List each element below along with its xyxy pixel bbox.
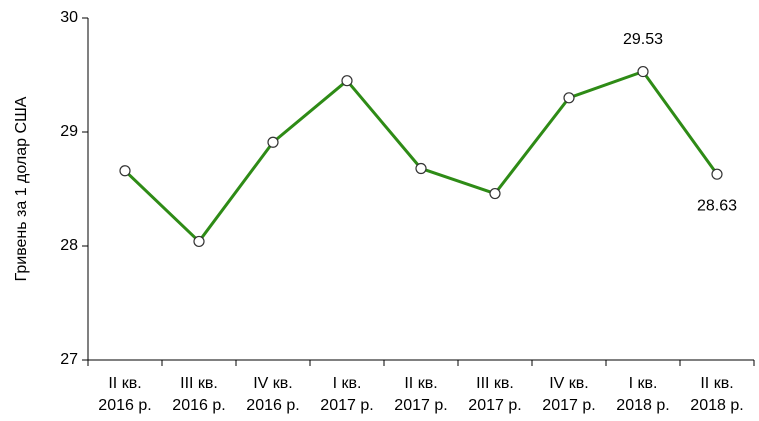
x-tick-line: II кв.	[700, 375, 733, 392]
x-tick-line: 2016 р.	[246, 397, 299, 414]
x-tick-line: 2017 р.	[542, 397, 595, 414]
x-tick-label: III кв. 2016 р.	[172, 375, 225, 414]
x-tick-line: 2017 р.	[320, 397, 373, 414]
data-label: 28.63	[697, 197, 737, 214]
y-axis-label: Гривень за 1 долар США	[13, 96, 30, 281]
marker	[415, 162, 427, 175]
data-label: 29.53	[623, 31, 663, 48]
x-tick-label: I кв. 2018 р.	[616, 375, 669, 414]
x-tick-label: III кв. 2017 р.	[468, 375, 521, 414]
x-tick-label: IV кв. 2016 р.	[246, 375, 299, 414]
y-tick-label: 27	[60, 351, 78, 368]
marker	[489, 187, 501, 200]
marker	[711, 168, 723, 180]
x-tick-line: I кв.	[333, 375, 362, 392]
x-tick-line: IV кв.	[549, 375, 589, 392]
y-tick-label: 28	[60, 237, 78, 254]
x-tick-line: IV кв.	[253, 375, 293, 392]
x-tick-line: 2016 р.	[172, 397, 225, 414]
x-tick-line: 2018 р.	[616, 397, 669, 414]
x-tick-line: II кв.	[108, 375, 141, 392]
marker	[267, 136, 279, 148]
x-tick-line: 2018 р.	[690, 397, 743, 414]
marker	[119, 165, 131, 177]
x-tick-line: III кв.	[180, 375, 218, 392]
x-tick-line: 2017 р.	[394, 397, 447, 414]
x-tick-label: II кв. 2018 р.	[690, 375, 743, 414]
x-tick-line: 2016 р.	[98, 397, 151, 414]
x-tick-line: III кв.	[476, 375, 514, 392]
x-tick-label: II кв. 2016 р.	[98, 375, 151, 414]
x-tick-label: IV кв. 2017 р.	[542, 375, 595, 414]
y-tick-label: 29	[60, 123, 78, 140]
y-tick-label: 30	[60, 9, 78, 26]
x-tick-line: II кв.	[404, 375, 437, 392]
marker	[637, 65, 649, 78]
x-tick-line: I кв.	[629, 375, 658, 392]
x-tick-line: 2017 р.	[468, 397, 521, 414]
x-tick-label: II кв. 2017 р.	[394, 375, 447, 414]
marker	[341, 75, 353, 87]
line	[123, 70, 719, 243]
marker	[193, 235, 205, 248]
x-tick-label: I кв. 2017 р.	[320, 375, 373, 414]
marker	[563, 92, 575, 104]
